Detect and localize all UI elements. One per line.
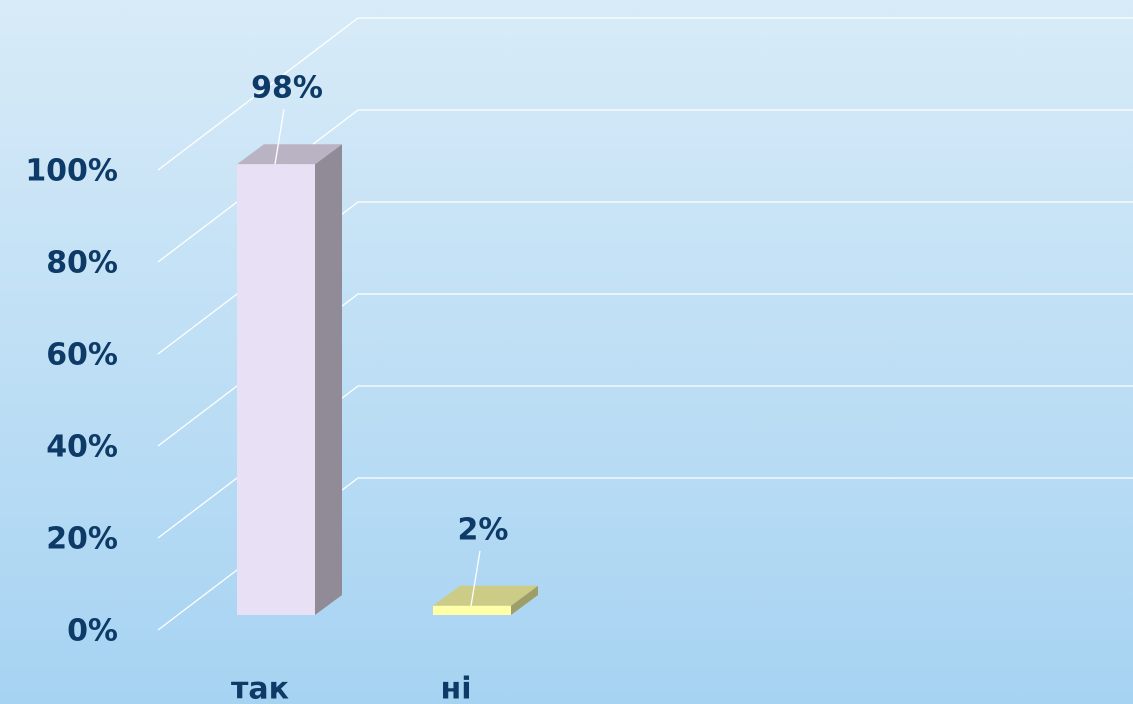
bar-side	[511, 585, 538, 615]
label-leader	[470, 550, 481, 606]
bar	[433, 585, 538, 615]
bar-top	[237, 144, 342, 165]
y-tick-label: 100%	[25, 154, 118, 189]
bar-front	[433, 605, 511, 615]
grid-line	[157, 293, 1133, 447]
grid-line	[157, 201, 1133, 355]
bar-front	[237, 164, 315, 615]
grid-line	[157, 17, 1133, 171]
grid-line	[157, 385, 1133, 539]
value-label: 98%	[251, 71, 323, 106]
bar	[237, 144, 342, 615]
x-tick-label: так	[231, 672, 289, 704]
grid-line	[157, 109, 1133, 263]
label-leader	[274, 109, 285, 165]
bar-top	[433, 585, 538, 606]
y-tick-label: 80%	[46, 246, 118, 281]
y-tick-label: 40%	[46, 430, 118, 465]
bar-side	[315, 144, 342, 615]
y-tick-label: 20%	[46, 522, 118, 557]
value-label: 2%	[458, 512, 509, 547]
y-tick-label: 0%	[67, 614, 118, 649]
y-tick-label: 60%	[46, 338, 118, 373]
x-tick-label: ні	[440, 672, 471, 704]
grid-line	[157, 477, 1133, 631]
